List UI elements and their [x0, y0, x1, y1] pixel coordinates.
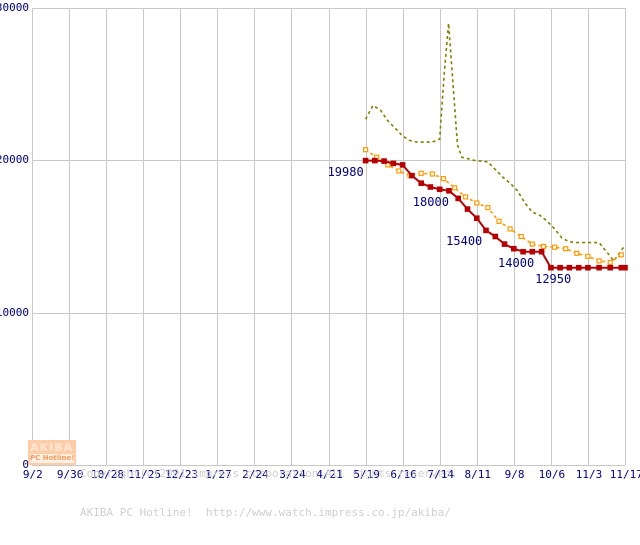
grid-lines [32, 8, 626, 466]
x-axis-tick: 3/24 [279, 468, 306, 481]
series-marker-avg-price [451, 185, 458, 191]
series-marker-low-price [427, 184, 434, 190]
series-marker-low-price [575, 264, 582, 271]
series-marker-avg-price [507, 226, 513, 232]
y-axis-tick: 10000 [0, 305, 29, 319]
series-marker-avg-price [574, 250, 580, 256]
series-marker-low-price [418, 180, 425, 187]
copyright-line-1: Copyright(c)2001 impress corporation All… [80, 467, 458, 480]
series-marker-low-price [501, 241, 508, 247]
y-axis-tick: 0 [22, 458, 29, 471]
series-marker-low-price [538, 248, 545, 255]
x-axis-tick: 11/3 [575, 468, 603, 481]
data-point-label: 18000 [412, 194, 449, 209]
series-marker-low-price [529, 248, 536, 255]
series-marker-low-price [566, 264, 573, 271]
x-axis-tick: 11/17 [609, 468, 640, 481]
x-axis-tick: 7/14 [427, 468, 454, 481]
series-marker-avg-price [596, 258, 602, 264]
x-axis-tick: 11/25 [127, 468, 162, 481]
series-marker-avg-price [618, 252, 624, 258]
series-line-high-price [364, 22, 626, 262]
series-marker-low-price [464, 206, 471, 212]
series-marker-low-price [372, 157, 378, 164]
series-marker-low-price [483, 227, 489, 234]
series-marker-avg-price [474, 200, 480, 206]
series-marker-low-price [520, 248, 526, 255]
series-marker-low-price [362, 157, 369, 164]
x-axis-tick: 1/27 [205, 468, 232, 481]
y-axis-tick: 30000 [0, 1, 29, 14]
x-axis-tick: 10/28 [90, 468, 124, 481]
series-marker-low-price [585, 264, 591, 271]
series-marker-low-price [446, 188, 452, 194]
x-axis-tick: 9/2 [22, 468, 43, 481]
data-point-label: 14000 [498, 255, 535, 270]
x-axis-tick: 12/23 [165, 468, 199, 481]
data-point-label: 15400 [446, 234, 483, 249]
x-axis-tick: 5/19 [353, 468, 380, 481]
x-axis-tick: 2/24 [242, 468, 269, 481]
chart-canvas [32, 8, 628, 466]
series-marker-avg-price [463, 194, 469, 200]
series-marker-low-price [511, 245, 517, 252]
series-marker-low-price [474, 215, 480, 222]
x-axis-tick: 10/6 [538, 468, 566, 481]
series-marker-low-price [607, 264, 614, 271]
series-marker-avg-price [563, 246, 569, 252]
series-line-low-price [365, 159, 625, 269]
series-marker-avg-price [585, 253, 591, 259]
series-marker-low-price [381, 158, 387, 164]
series-marker-avg-price [429, 171, 435, 177]
series-marker-low-price [548, 264, 554, 271]
copyright-line-2: AKIBA PC Hotline! http://www.watch.impre… [80, 506, 451, 519]
x-axis-tick: 9/8 [504, 468, 525, 481]
series-marker-low-price [399, 162, 406, 168]
data-point-label: 19980 [327, 164, 364, 179]
akiba-logo: AKIBA PC Hotline! [28, 440, 76, 465]
series-marker-low-price [557, 264, 563, 271]
x-axis-tick: 6/16 [390, 468, 417, 481]
data-point-label: 12950 [535, 271, 572, 286]
akiba-logo-subtitle: PC Hotline! [30, 454, 74, 463]
x-axis-tick: 4/21 [316, 468, 343, 481]
x-axis-tick: 9/30 [56, 468, 84, 481]
series-marker-low-price [622, 264, 628, 271]
x-axis-tick: 8/11 [464, 468, 492, 481]
series-marker-low-price [596, 264, 602, 271]
series-marker-avg-price [607, 259, 613, 265]
series-marker-avg-price [518, 233, 524, 240]
copyright-block: Copyright(c)2001 impress corporation All… [80, 440, 458, 545]
series-marker-low-price [492, 233, 499, 240]
series-marker-low-price [409, 172, 415, 179]
series-marker-low-price [455, 195, 462, 202]
series-marker-avg-price [529, 241, 535, 247]
series-marker-low-price [436, 186, 443, 193]
akiba-logo-title: AKIBA [30, 441, 74, 454]
footer-watermark: AKIBA PC Hotline! Copyright(c)2001 impre… [28, 440, 458, 545]
series-group [362, 22, 628, 271]
price-history-chart [32, 8, 628, 466]
series-marker-avg-price [551, 244, 558, 250]
series-marker-avg-price [485, 205, 491, 211]
series-marker-low-price [390, 160, 397, 167]
series-marker-avg-price [418, 170, 424, 176]
series-marker-avg-price [396, 168, 402, 174]
y-axis-tick: 20000 [0, 153, 29, 167]
series-marker-avg-price [496, 218, 502, 224]
series-marker-avg-price [540, 243, 547, 249]
series-marker-avg-price [440, 176, 446, 182]
series-marker-avg-price [363, 147, 369, 153]
